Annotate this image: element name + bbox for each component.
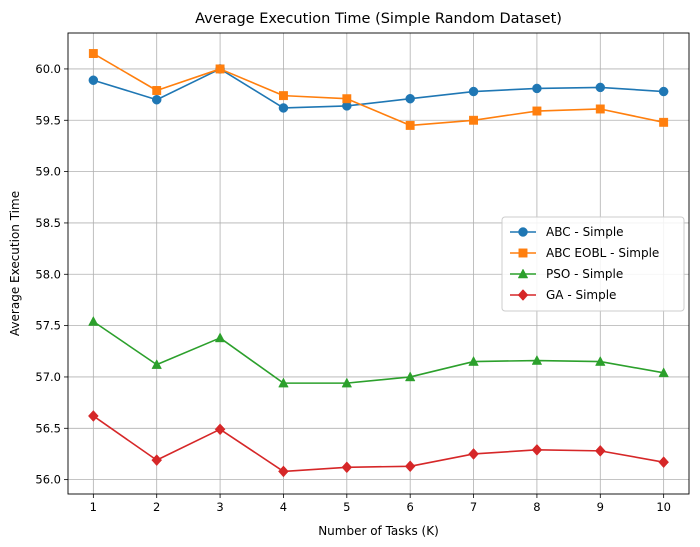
y-tick-label: 56.5: [35, 421, 61, 435]
x-axis-label: Number of Tasks (K): [318, 524, 439, 538]
series-line-ga-simple: [92, 415, 664, 473]
legend-swatch-marker: [517, 268, 529, 279]
data-point-ga-simple: [594, 445, 606, 457]
y-tick-label: 57.5: [35, 319, 61, 333]
series-ga-simple: [88, 410, 669, 478]
data-point-abc-eobl-simple: [659, 117, 669, 127]
data-point-pso-simple: [531, 354, 543, 365]
series-pso-simple: [88, 315, 669, 388]
legend-label: GA - Simple: [546, 288, 616, 302]
legend-label: ABC - Simple: [546, 225, 624, 239]
x-tick-label: 8: [533, 500, 540, 514]
y-axis-ticks: 56.0 56.5 57.0 57.5 58.0 58.5 59.0 59.5 60.0: [35, 62, 68, 487]
y-tick-label: 60.0: [35, 62, 61, 76]
data-point-pso-simple: [468, 356, 479, 366]
plot-area-frame: [67, 32, 690, 495]
x-tick-label: 3: [216, 500, 223, 514]
data-point-ga-simple: [341, 461, 353, 474]
x-tick-label: 7: [470, 500, 477, 514]
data-point-pso-simple: [595, 356, 606, 366]
legend: ABC - Simple ABC EOBL - Simple PSO - Simpl…: [501, 216, 685, 312]
legend-entry-abc-eobl-simple: ABC EOBL - Simple: [510, 246, 659, 260]
data-point-pso-simple: [214, 332, 226, 343]
data-point-ga-simple: [278, 465, 289, 478]
y-tick-label: 59.5: [35, 113, 61, 127]
y-tick-label: 58.5: [35, 216, 61, 230]
x-tick-label: 9: [597, 500, 604, 514]
y-axis-label: Average Execution Time: [8, 191, 22, 336]
legend-entry-ga-simple: GA - Simple: [510, 288, 616, 302]
x-tick-label: 4: [280, 500, 287, 514]
data-point-abc-eobl-simple: [88, 49, 98, 58]
data-point-pso-simple: [658, 367, 669, 378]
data-point-pso-simple: [278, 377, 289, 388]
data-point-ga-simple: [658, 456, 669, 469]
data-point-abc-eobl-simple: [405, 120, 415, 130]
data-point-abc-eobl-simple: [595, 104, 605, 114]
y-tick-label: 59.0: [35, 165, 61, 179]
data-point-abc-simple: [658, 86, 669, 97]
x-tick-label: 10: [656, 500, 671, 514]
data-point-abc-simple: [405, 93, 415, 104]
x-axis-ticks: 1 2 3 4 5 6 7 8 9 10: [90, 494, 671, 514]
y-tick-label: 57.0: [35, 370, 61, 384]
data-point-pso-simple: [88, 315, 99, 326]
legend-label: ABC EOBL - Simple: [546, 246, 659, 260]
data-point-abc-eobl-simple: [152, 86, 162, 95]
data-point-abc-simple: [88, 75, 99, 85]
x-tick-label: 1: [90, 500, 97, 514]
series-line-pso-simple: [92, 320, 664, 384]
data-point-ga-simple: [88, 410, 99, 422]
data-point-ga-simple: [531, 443, 543, 456]
data-point-abc-eobl-simple: [342, 94, 352, 104]
data-point-abc-simple: [595, 82, 606, 93]
legend-entry-abc-simple: ABC - Simple: [510, 225, 624, 239]
legend-swatch-marker: [518, 227, 528, 237]
data-point-abc-eobl-simple: [278, 91, 288, 101]
series-abc-eobl-simple: [88, 49, 669, 130]
y-tick-label: 58.0: [35, 267, 61, 281]
legend-swatch-marker: [518, 248, 528, 258]
series-layer: [88, 49, 669, 478]
x-tick-label: 5: [343, 500, 350, 514]
data-point-ga-simple: [404, 460, 416, 473]
data-point-abc-simple: [151, 94, 162, 105]
data-point-abc-simple: [468, 86, 479, 97]
data-point-abc-eobl-simple: [532, 106, 542, 116]
series-line-abc-simple: [93, 68, 664, 109]
data-point-pso-simple: [151, 359, 162, 369]
legend-label: PSO - Simple: [546, 267, 623, 281]
data-point-abc-simple: [532, 83, 542, 94]
data-point-pso-simple: [404, 371, 416, 382]
data-point-abc-eobl-simple: [215, 64, 225, 74]
y-tick-label: 56.0: [35, 473, 61, 487]
data-point-ga-simple: [468, 448, 479, 460]
legend-entry-pso-simple: PSO - Simple: [510, 267, 623, 281]
chart-title: Average Execution Time (Simple Random Da…: [195, 11, 562, 27]
x-tick-label: 2: [153, 500, 160, 514]
data-point-abc-simple: [278, 103, 289, 113]
legend-swatch-marker: [517, 289, 529, 301]
data-point-abc-eobl-simple: [469, 115, 479, 125]
data-point-pso-simple: [341, 377, 353, 388]
series-line-abc-eobl-simple: [92, 52, 664, 127]
data-point-ga-simple: [214, 423, 226, 436]
data-point-ga-simple: [151, 454, 163, 466]
x-tick-label: 6: [407, 500, 414, 514]
legend-box: [501, 216, 685, 312]
